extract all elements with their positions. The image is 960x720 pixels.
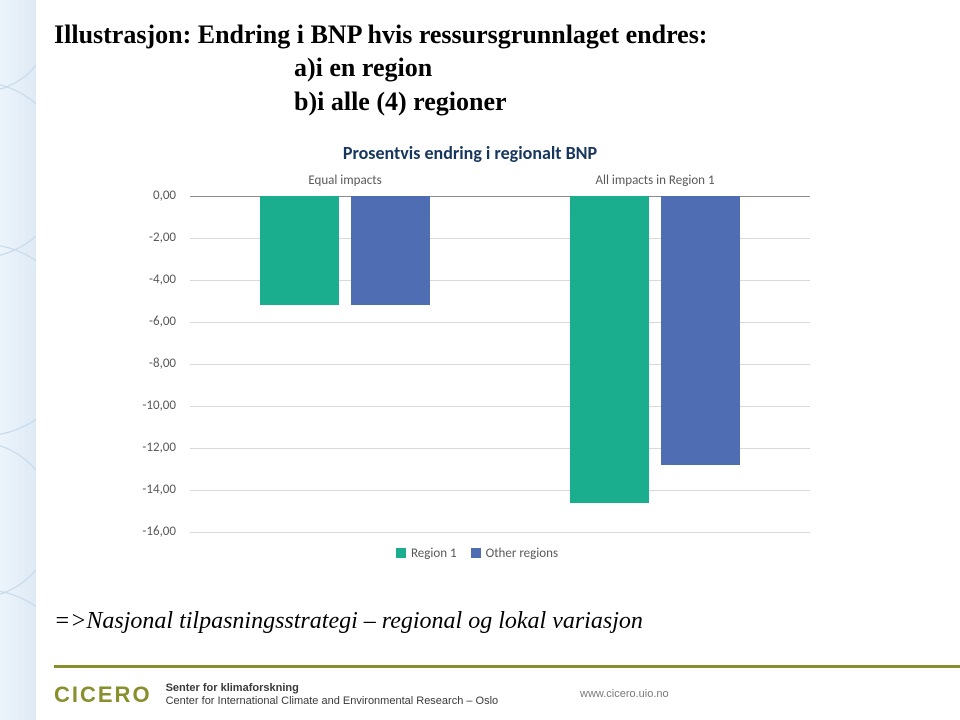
chart: Prosentvis endring i regionalt BNP Equal…: [130, 142, 810, 584]
footer-logo-block: CICERO Senter for klimaforskning Center …: [54, 682, 498, 708]
footer-note: =>Nasjonal tilpasningsstrategi – regiona…: [54, 608, 643, 635]
legend-swatch: [471, 548, 481, 558]
y-tick-label: -8,00: [149, 356, 176, 371]
y-tick-label: -10,00: [142, 398, 176, 413]
y-tick-label: -6,00: [149, 314, 176, 329]
plot-area: [190, 196, 810, 532]
y-tick-label: -16,00: [142, 524, 176, 539]
bar: [661, 196, 740, 465]
title-line1: Illustrasjon: Endring i BNP hvis ressurs…: [54, 18, 930, 51]
inst-line2: Center for International Climate and Env…: [166, 695, 499, 708]
title-sub-b: b)i alle (4) regioner: [294, 85, 930, 118]
slide: Illustrasjon: Endring i BNP hvis ressurs…: [0, 0, 960, 720]
bar: [260, 196, 339, 305]
y-axis-labels: 0,00-2,00-4,00-6,00-8,00-10,00-12,00-14,…: [130, 196, 182, 532]
title-sub-a: a)i en region: [294, 51, 930, 84]
footer-url: www.cicero.uio.no: [580, 688, 669, 700]
gridline: [190, 532, 810, 533]
y-tick-label: -2,00: [149, 230, 176, 245]
gridline: [190, 490, 810, 491]
plot-wrap: Equal impactsAll impacts in Region 1 0,0…: [130, 172, 810, 532]
category-label: Equal impacts: [190, 173, 500, 188]
y-tick-label: -14,00: [142, 482, 176, 497]
legend-swatch: [396, 548, 406, 558]
legend-label: Region 1: [411, 546, 457, 561]
legend-label: Other regions: [486, 546, 558, 561]
y-tick-label: -12,00: [142, 440, 176, 455]
chart-title: Prosentvis endring i regionalt BNP: [130, 142, 810, 164]
bar: [351, 196, 430, 305]
institution-text: Senter for klimaforskning Center for Int…: [166, 682, 499, 708]
inst-line1: Senter for klimaforskning: [166, 682, 499, 695]
y-tick-label: 0,00: [153, 188, 176, 203]
category-label: All impacts in Region 1: [500, 173, 810, 188]
bar: [570, 196, 649, 503]
category-labels: Equal impactsAll impacts in Region 1: [190, 173, 810, 193]
legend: Region 1 Other regions: [130, 546, 810, 561]
stripe-circles-icon: [0, 0, 36, 720]
y-tick-label: -4,00: [149, 272, 176, 287]
title-block: Illustrasjon: Endring i BNP hvis ressurs…: [54, 18, 930, 118]
decorative-left-stripe: [0, 0, 36, 720]
accent-bar: [54, 665, 960, 668]
cicero-logo-text: CICERO: [54, 682, 152, 708]
